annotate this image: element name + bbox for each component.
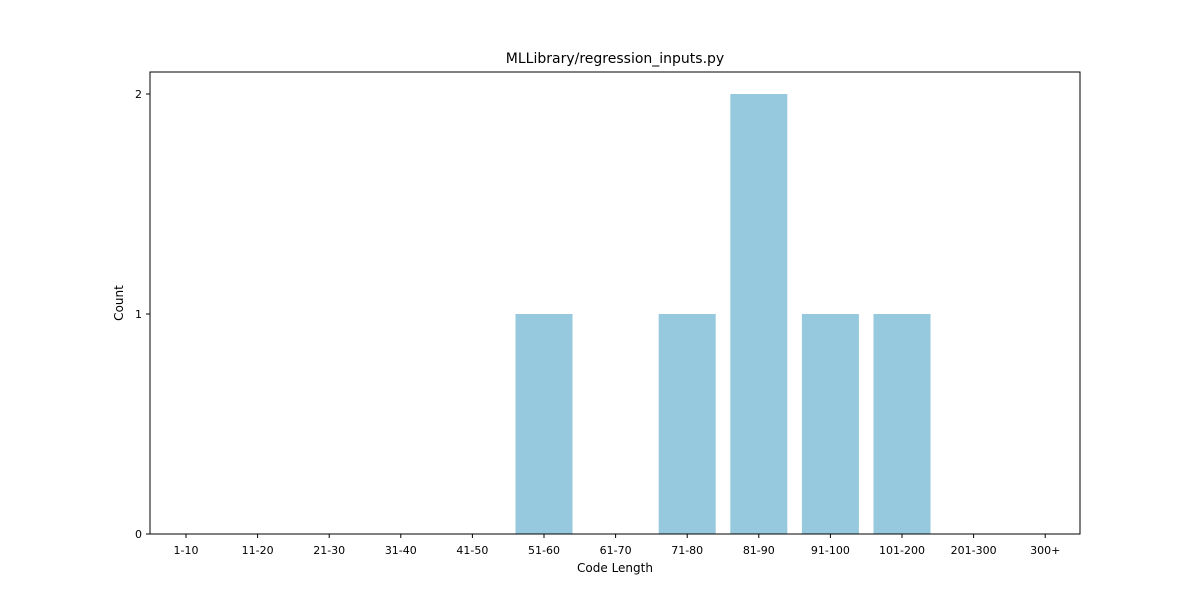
x-tick-label: 101-200 [879,544,925,557]
bar-91-100 [801,314,859,534]
plot-frame [149,71,1081,535]
bar-51-60 [515,314,573,534]
x-tick-label: 201-300 [951,544,997,557]
x-tick-label: 21-30 [313,544,345,557]
x-tick-label: 11-20 [242,544,274,557]
x-tick-label: 51-60 [528,544,560,557]
x-tick-label: 300+ [1030,544,1060,557]
y-tick-label: 2 [135,88,142,101]
x-tick-label: 81-90 [743,544,775,557]
x-tick-label: 41-50 [456,544,488,557]
x-tick-label: 61-70 [600,544,632,557]
bar-81-90 [730,94,788,534]
x-tick-label: 31-40 [385,544,417,557]
chart-title: MLLibrary/regression_inputs.py [506,51,724,67]
y-tick-label: 1 [135,308,142,321]
x-tick-label: 1-10 [174,544,199,557]
bars-group [515,94,931,534]
bar-71-80 [658,314,716,534]
x-tick-label: 91-100 [811,544,850,557]
x-tick-label: 71-80 [671,544,703,557]
x-axis-ticks: 1-10 11-20 21-30 31-40 41-50 51-60 61-70 71-80 8… [174,534,1060,557]
bar-101-200 [873,314,931,534]
y-tick-label: 0 [135,528,142,541]
y-axis-label: Count [112,285,126,321]
y-axis-ticks: 0 1 2 [135,88,150,541]
x-axis-label: Code Length [577,561,653,575]
